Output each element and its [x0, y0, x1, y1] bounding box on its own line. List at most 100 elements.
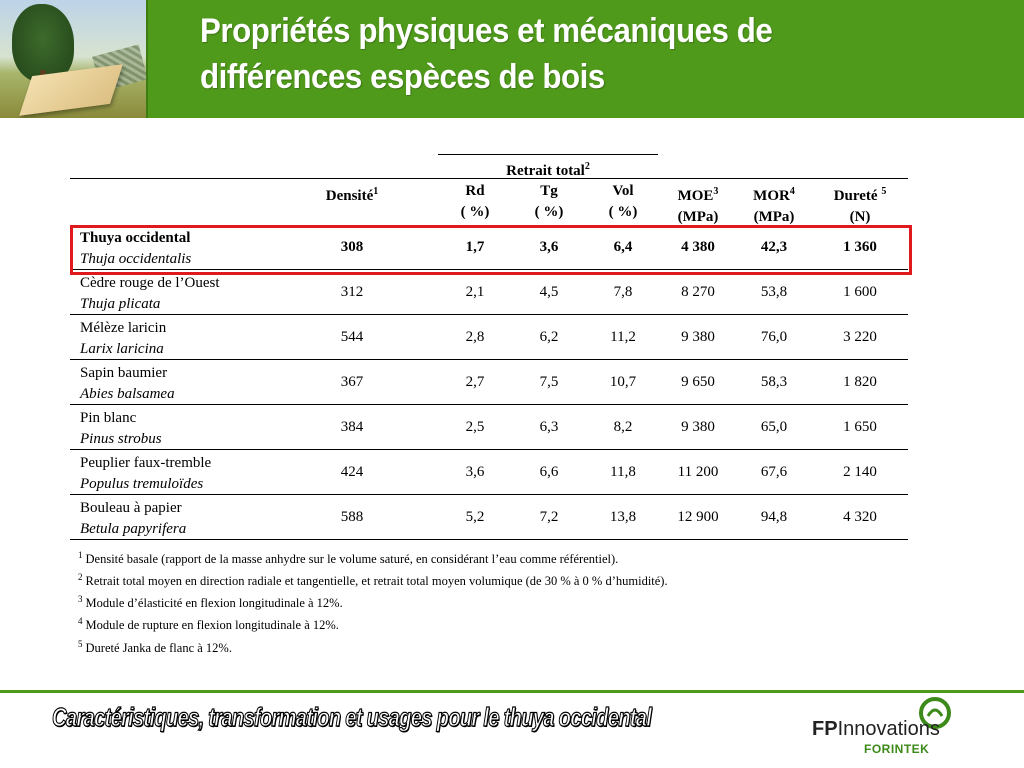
- footnote-text: Densité basale (rapport de la masse anhy…: [85, 552, 619, 567]
- table-cell: 1 600: [843, 284, 877, 300]
- table-cell: 2,7: [465, 374, 485, 390]
- table-cell: 2 140: [843, 464, 877, 480]
- footnote-text: Module de rupture en flexion longitudina…: [85, 618, 339, 633]
- table-cell: 4 320: [843, 509, 877, 525]
- footnote-number: 4: [78, 616, 83, 627]
- row-rule: [70, 404, 908, 405]
- latin-name: Abies balsamea: [80, 386, 175, 402]
- table-cell: 2,1: [465, 284, 485, 300]
- logo-innovations: Innovations: [837, 718, 940, 740]
- table-cell: 5,2: [465, 509, 485, 525]
- column-header-sup: 3: [713, 186, 719, 197]
- table-cell: 1 650: [843, 419, 877, 435]
- column-header-4: MOE3 (MPa): [660, 181, 736, 228]
- column-header-unit: ( %): [534, 204, 564, 220]
- column-header-1: Rd ( %): [438, 181, 512, 223]
- footnote-text: Retrait total moyen en direction radiale…: [85, 574, 668, 589]
- species-name: Bouleau à papier Betula papyrifera: [80, 498, 186, 540]
- table-cell: 9 650: [681, 374, 715, 390]
- footnote-number: 2: [78, 572, 83, 583]
- footnote-number: 5: [78, 638, 83, 649]
- header-top-rule: [70, 178, 908, 179]
- table-cell: 2,8: [465, 329, 485, 345]
- latin-name: Thuja occidentalis: [80, 251, 192, 267]
- common-name: Bouleau à papier: [80, 500, 182, 516]
- table-row: Thuya occidental Thuja occidentalis 308 1,7…: [70, 225, 908, 270]
- highlight-box: [70, 225, 912, 275]
- table-cell: 1 360: [843, 239, 877, 255]
- column-header-label: Vol: [612, 183, 634, 199]
- table-cell: 6,3: [539, 419, 559, 435]
- table-row: Peuplier faux-tremble Populus tremuloïdes…: [70, 450, 908, 495]
- column-header-6: Dureté 5 (N): [812, 181, 908, 228]
- common-name: Cèdre rouge de l’Ouest: [80, 275, 220, 291]
- table-cell: 7,2: [539, 509, 559, 525]
- header-photo: [0, 0, 148, 118]
- table-cell: 76,0: [760, 329, 788, 345]
- table-cell: 6,2: [539, 329, 559, 345]
- title-line-2: différences espèces de bois: [200, 58, 605, 96]
- common-name: Pin blanc: [80, 410, 137, 426]
- column-header-unit: (MPa): [677, 209, 719, 225]
- table-cell: 11,2: [610, 329, 636, 345]
- footnote: 5 Dureté Janka de flanc à 12%.: [78, 635, 938, 657]
- latin-name: Populus tremuloïdes: [80, 476, 204, 492]
- table-cell: 67,6: [760, 464, 788, 480]
- footnote-number: 1: [78, 550, 83, 560]
- table-cell: 10,7: [609, 374, 637, 390]
- species-name: Cèdre rouge de l’Ouest Thuja plicata: [80, 273, 220, 315]
- column-header-0: Densité1: [312, 181, 392, 207]
- column-header-unit: ( %): [608, 204, 638, 220]
- column-header-label: MOR: [753, 188, 790, 204]
- footnote: 3 Module d’élasticité en flexion longitud…: [78, 590, 938, 612]
- species-name: Thuya occidental Thuja occidentalis: [80, 228, 191, 270]
- table-cell: 4,5: [539, 284, 559, 300]
- table-cell: 58,3: [760, 374, 788, 390]
- column-header-label: Rd: [465, 183, 485, 199]
- footnotes: 1 Densité basale (rapport de la masse anh…: [78, 546, 938, 657]
- latin-name: Pinus strobus: [80, 431, 162, 447]
- table-cell: 3 220: [843, 329, 877, 345]
- table-cell: 308: [340, 239, 364, 255]
- table-row: Cèdre rouge de l’Ouest Thuja plicata 312 2,…: [70, 270, 908, 315]
- table-row: Bouleau à papier Betula papyrifera 588 5,2 7…: [70, 495, 908, 540]
- logo-fp: FP: [812, 718, 838, 740]
- table-cell: 384: [340, 419, 364, 435]
- column-header-2: Tg ( %): [512, 181, 586, 223]
- logo-forintek: FORINTEK: [864, 742, 930, 756]
- group-header-rule: [438, 154, 658, 155]
- species-name: Pin blanc Pinus strobus: [80, 408, 162, 450]
- footer-caption: Caractéristiques, transformation et usag…: [52, 701, 653, 732]
- table-cell: 3,6: [539, 239, 559, 255]
- table-cell: 11 200: [677, 464, 719, 480]
- column-header-sup: 5: [881, 186, 887, 197]
- table-cell: 9 380: [681, 329, 715, 345]
- table-cell: 2,5: [465, 419, 485, 435]
- table-row: Mélèze laricin Larix laricina 544 2,8 6,2 11,…: [70, 315, 908, 360]
- footnote-text: Module d’élasticité en flexion longitudi…: [85, 596, 343, 611]
- table-row: Pin blanc Pinus strobus 384 2,5 6,3 8,2 9 380 6…: [70, 405, 908, 450]
- row-rule: [70, 269, 908, 270]
- footnote-text: Dureté Janka de flanc à 12%.: [85, 640, 232, 655]
- group-header: Retrait total2: [438, 156, 658, 182]
- common-name: Thuya occidental: [80, 230, 191, 246]
- group-header-sup: 2: [584, 161, 590, 172]
- column-header-label: Tg: [540, 183, 558, 199]
- table-cell: 1 820: [843, 374, 877, 390]
- common-name: Peuplier faux-tremble: [80, 455, 212, 471]
- latin-name: Betula papyrifera: [80, 521, 187, 537]
- table-cell: 42,3: [760, 239, 788, 255]
- table-cell: 6,4: [613, 239, 633, 255]
- footer-rule: [0, 690, 1024, 693]
- table-cell: 6,6: [539, 464, 559, 480]
- row-rule: [70, 539, 908, 540]
- table-cell: 424: [340, 464, 364, 480]
- species-name: Peuplier faux-tremble Populus tremuloïdes: [80, 453, 211, 495]
- column-header-unit: (N): [849, 209, 871, 225]
- table-cell: 7,8: [613, 284, 633, 300]
- latin-name: Thuja plicata: [80, 296, 161, 312]
- row-rule: [70, 449, 908, 450]
- table-cell: 9 380: [681, 419, 715, 435]
- column-header-sup: 4: [789, 186, 795, 197]
- column-header-unit: (MPa): [753, 209, 795, 225]
